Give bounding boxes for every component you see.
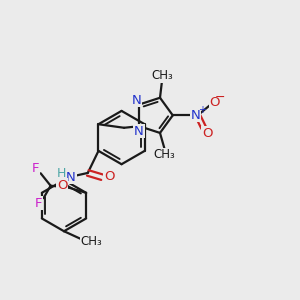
Text: F: F bbox=[35, 196, 42, 210]
Text: CH₃: CH₃ bbox=[81, 235, 103, 248]
Text: F: F bbox=[32, 162, 39, 175]
Text: O: O bbox=[57, 178, 68, 191]
Text: +: + bbox=[198, 105, 206, 115]
Text: O: O bbox=[209, 96, 220, 109]
Text: H: H bbox=[57, 167, 67, 180]
Text: N: N bbox=[66, 171, 76, 184]
Text: −: − bbox=[215, 91, 226, 104]
Text: O: O bbox=[104, 170, 114, 183]
Text: CH₃: CH₃ bbox=[153, 148, 175, 161]
Text: N: N bbox=[190, 109, 200, 122]
Text: N: N bbox=[134, 125, 144, 138]
Text: N: N bbox=[132, 94, 141, 107]
Text: O: O bbox=[202, 127, 212, 140]
Text: CH₃: CH₃ bbox=[151, 69, 172, 82]
